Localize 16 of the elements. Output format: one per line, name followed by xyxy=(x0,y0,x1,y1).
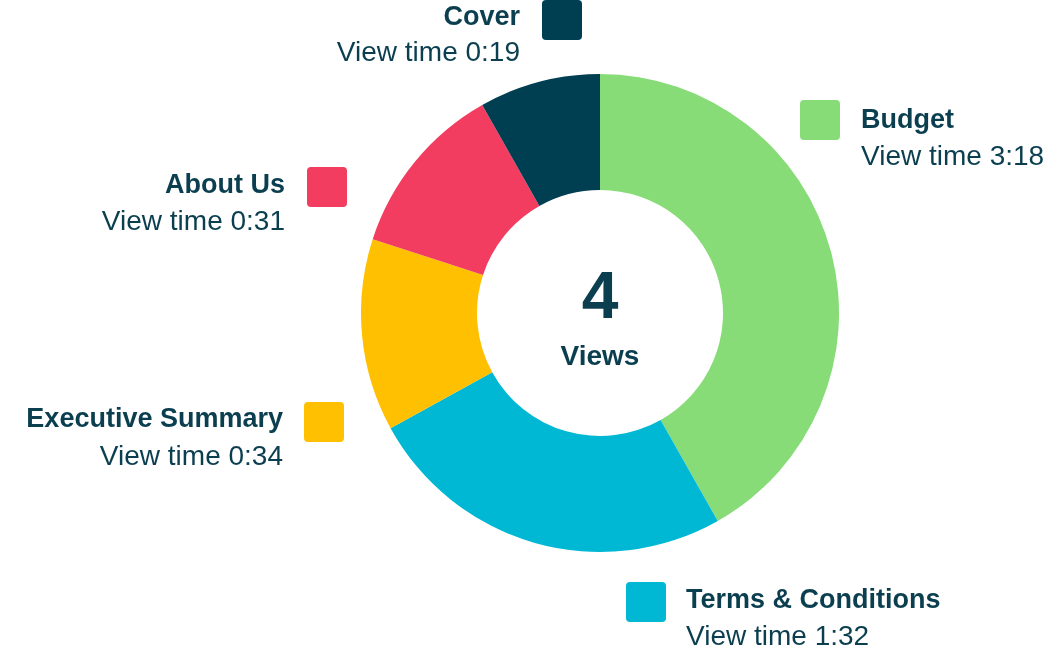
legend-label: Executive Summary xyxy=(26,403,283,433)
data-label: View time 3:18 xyxy=(861,140,1045,171)
legend-label: About Us xyxy=(165,169,285,199)
donut-slice xyxy=(482,74,600,206)
data-label: View time 0:31 xyxy=(101,205,285,236)
donut-slice xyxy=(390,372,718,552)
donut-slice xyxy=(372,105,540,275)
data-label: View time 1:32 xyxy=(686,620,870,650)
data-label: View time 0:34 xyxy=(99,440,283,471)
slice-label: Budget xyxy=(861,104,954,134)
data-label: View time 0:19 xyxy=(336,36,520,67)
donut-slice xyxy=(361,239,493,429)
slice-label: Terms & Conditions xyxy=(686,584,941,614)
text: Views xyxy=(560,340,640,371)
text: 4 xyxy=(581,258,619,332)
legend-label: Cover xyxy=(443,1,521,31)
